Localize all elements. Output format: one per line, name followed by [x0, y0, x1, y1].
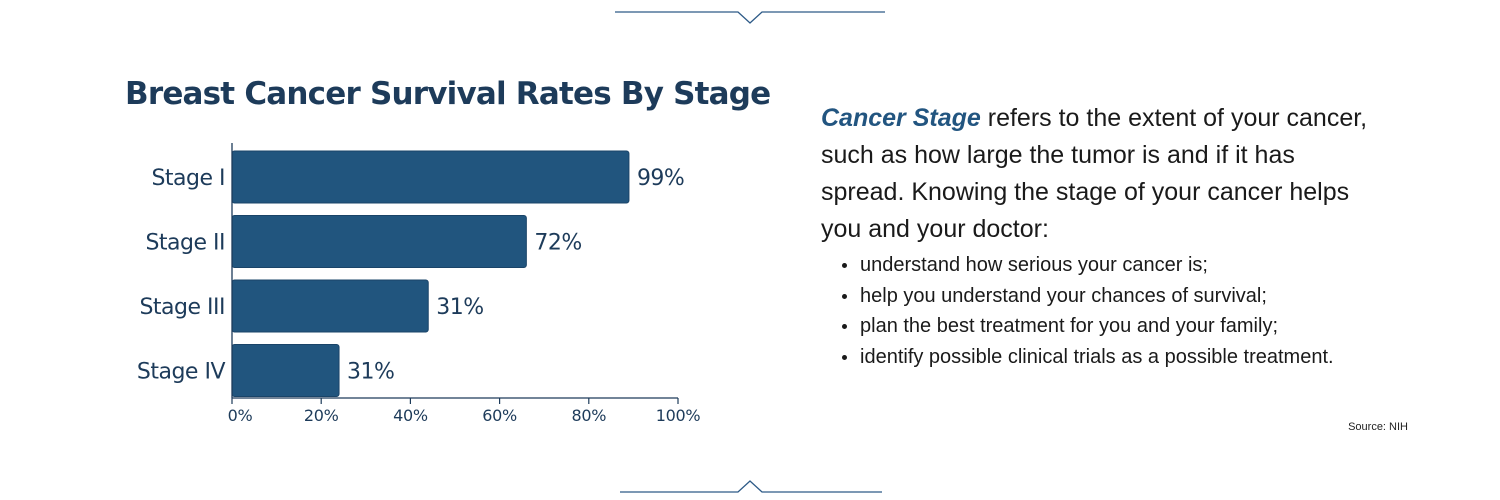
- description-line: such as how large the tumor is and if it…: [821, 141, 1295, 169]
- data-label: 72%: [534, 231, 581, 256]
- x-tick-label: 0%: [228, 406, 253, 425]
- data-label: 31%: [347, 360, 394, 385]
- bar: [231, 215, 527, 268]
- list-item: help you understand your chances of surv…: [836, 281, 1334, 312]
- bar: [231, 150, 630, 204]
- description-line: refers to the extent of your cancer,: [987, 104, 1368, 132]
- list-item: plan the best treatment for you and your…: [836, 311, 1334, 342]
- cancer-stage-description: Cancer Stage refers to the extent of you…: [821, 100, 1421, 248]
- source-note: Source: NIH: [1348, 421, 1408, 433]
- stage-benefits-list: understand how serious your cancer is; h…: [836, 250, 1334, 372]
- category-label: Stage I: [151, 166, 225, 191]
- chart-title: Breast Cancer Survival Rates By Stage: [125, 76, 771, 112]
- x-tick-label: 100%: [656, 406, 701, 425]
- category-label: Stage IV: [137, 360, 226, 385]
- x-tick-label: 80%: [571, 406, 606, 425]
- cancer-stage-term: Cancer Stage: [821, 104, 981, 132]
- data-label: 31%: [436, 295, 483, 320]
- bar: [231, 279, 429, 333]
- list-item: understand how serious your cancer is;: [836, 250, 1334, 281]
- survival-bar-chart: Stage I 99% Stage II 72% Stage III 31% Stage I…: [137, 143, 701, 425]
- bar: [231, 344, 340, 397]
- description-line: you and your doctor:: [821, 215, 1049, 243]
- category-label: Stage II: [145, 231, 225, 256]
- top-divider-notch: [615, 11, 885, 24]
- list-item: identify possible clinical trials as a p…: [836, 342, 1334, 373]
- x-tick-label: 20%: [304, 406, 339, 425]
- data-label: 99%: [637, 166, 684, 191]
- description-line: spread. Knowing the stage of your cancer…: [821, 178, 1350, 206]
- x-tick-label: 60%: [482, 406, 517, 425]
- category-label: Stage III: [139, 295, 225, 320]
- x-tick-label: 40%: [393, 406, 428, 425]
- bottom-divider-notch: [620, 480, 882, 493]
